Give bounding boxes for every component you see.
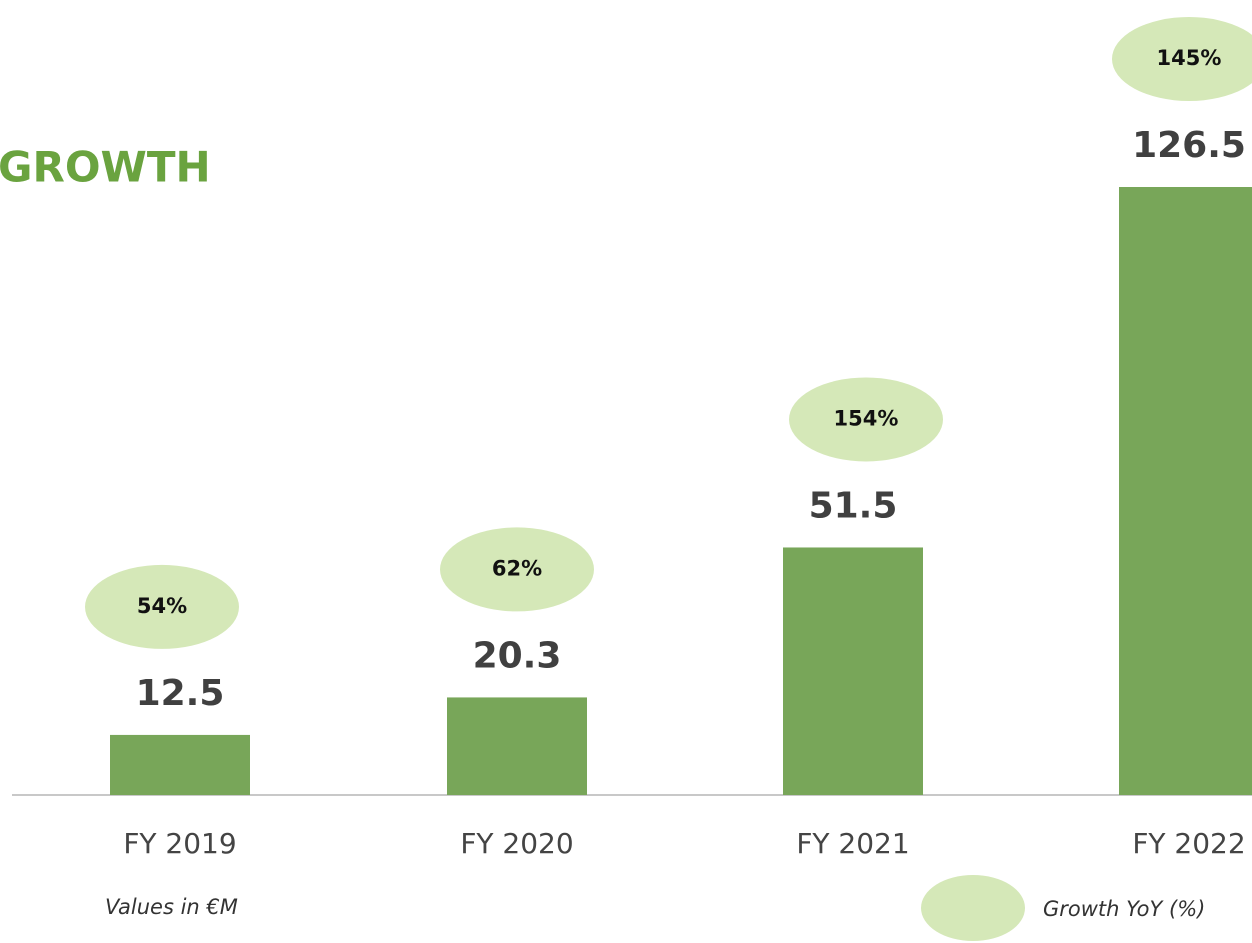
growth-bubble	[789, 377, 943, 462]
growth-bubble	[1112, 17, 1252, 101]
x-tick-label: FY 2021	[796, 827, 909, 860]
x-tick-label: FY 2022	[1132, 827, 1245, 860]
value-label: 51.5	[809, 485, 898, 526]
bar	[110, 734, 250, 795]
growth-label: 62%	[492, 556, 542, 580]
growth-bubble	[440, 527, 594, 612]
x-tick-label: FY 2019	[123, 827, 236, 860]
value-label: 12.5	[136, 673, 225, 714]
bar	[1119, 187, 1252, 795]
growth-bubble	[85, 564, 239, 649]
x-tick-label: FY 2020	[460, 827, 573, 860]
note: Values in €M	[105, 895, 238, 919]
value-label: 126.5	[1132, 125, 1246, 166]
bar	[447, 697, 587, 795]
growth-label: 145%	[1157, 46, 1222, 70]
legend-swatch	[921, 875, 1025, 941]
value-label: 20.3	[473, 635, 562, 676]
chart-title: GROWTH	[0, 143, 211, 192]
growth-label: 154%	[834, 406, 899, 430]
bar	[783, 547, 923, 795]
legend-label: Growth YoY (%)	[1043, 897, 1205, 921]
growth-label: 54%	[137, 594, 187, 618]
